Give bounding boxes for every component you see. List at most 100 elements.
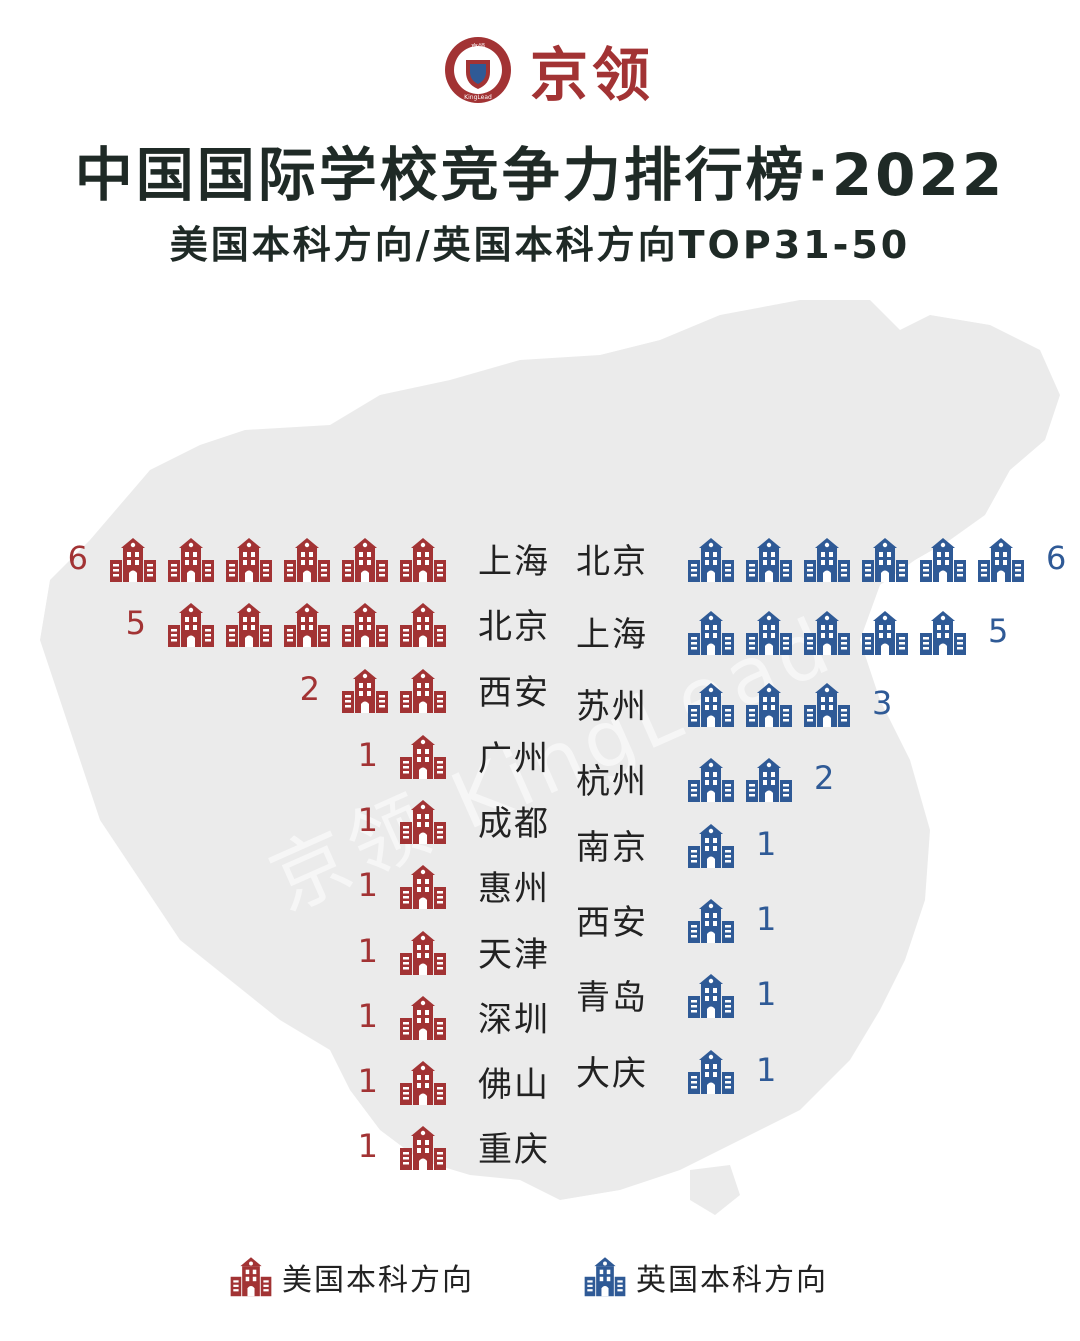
brand-logo: 京领 KingLead 京领 (444, 28, 654, 112)
emblem-bottom-text: KingLead (464, 94, 492, 101)
city-label: 深圳 (478, 999, 550, 1040)
icon-group (394, 859, 452, 911)
school-building-icon (920, 538, 966, 582)
city-label: 上海 (478, 541, 550, 582)
legend-item-us: 美国本科方向 (228, 1252, 474, 1302)
school-building-icon (400, 735, 446, 779)
school-building-icon (688, 899, 734, 943)
chart-row-uk: 南京 1 (576, 818, 776, 870)
icon-group (162, 597, 452, 649)
legend-school-icon-uk (582, 1252, 628, 1302)
icon-group (104, 532, 452, 584)
city-label: 南京 (576, 827, 648, 868)
chart-row-us: 6 上海 (68, 532, 560, 584)
school-building-icon (400, 996, 446, 1040)
school-building-icon (400, 1126, 446, 1170)
icon-group (682, 605, 972, 657)
school-building-icon (746, 538, 792, 582)
school-building-icon (688, 974, 734, 1018)
city-label: 青岛 (576, 977, 648, 1018)
school-building-icon (168, 603, 214, 647)
count-label: 1 (357, 801, 378, 839)
school-building-icon (688, 611, 734, 655)
icon-group (682, 818, 740, 870)
icon-group (394, 925, 452, 977)
count-label: 1 (756, 900, 777, 938)
chart-row-us: 1 佛山 (358, 1055, 560, 1107)
legend-label-us: 美国本科方向 (282, 1263, 474, 1298)
chart-row-us: 2 西安 (300, 663, 560, 715)
school-building-icon (226, 538, 272, 582)
chart-row-uk: 青岛 1 (576, 968, 776, 1020)
city-label: 广州 (478, 738, 550, 779)
school-building-icon (862, 538, 908, 582)
chart-row-us: 1 广州 (358, 729, 560, 781)
city-label: 西安 (478, 672, 550, 713)
city-label: 北京 (576, 541, 648, 582)
count-label: 1 (756, 825, 777, 863)
count-label: 1 (357, 1062, 378, 1100)
city-label: 天津 (478, 934, 550, 975)
school-building-icon (804, 611, 850, 655)
city-label: 重庆 (478, 1129, 550, 1170)
count-label: 3 (872, 684, 893, 722)
school-building-icon (230, 1257, 272, 1297)
school-building-icon (746, 683, 792, 727)
chart-row-uk: 大庆 1 (576, 1044, 776, 1096)
school-building-icon (400, 931, 446, 975)
city-label: 惠州 (478, 868, 550, 909)
school-building-icon (862, 611, 908, 655)
school-building-icon (920, 611, 966, 655)
school-building-icon (226, 603, 272, 647)
icon-group (682, 752, 798, 804)
legend-label-uk: 英国本科方向 (636, 1263, 828, 1298)
icon-group (682, 968, 740, 1020)
school-building-icon (284, 538, 330, 582)
count-label: 6 (67, 539, 88, 577)
school-building-icon (400, 865, 446, 909)
legend-item-uk: 英国本科方向 (582, 1252, 828, 1302)
count-label: 1 (357, 1127, 378, 1165)
icon-group (394, 794, 452, 846)
school-building-icon (688, 1050, 734, 1094)
chart-row-us: 1 重庆 (358, 1120, 560, 1172)
chart-subtitle: 美国本科方向/英国本科方向TOP31-50 (169, 223, 911, 267)
school-building-icon (400, 603, 446, 647)
city-label: 佛山 (478, 1064, 550, 1105)
school-building-icon (584, 1257, 626, 1297)
school-building-icon (400, 538, 446, 582)
count-label: 1 (357, 736, 378, 774)
count-label: 2 (299, 670, 320, 708)
chart-row-uk: 上海 5 (576, 605, 1008, 657)
count-label: 1 (756, 1051, 777, 1089)
school-building-icon (688, 758, 734, 802)
icon-group (394, 729, 452, 781)
school-building-icon (342, 669, 388, 713)
city-label: 北京 (478, 606, 550, 647)
chart-row-uk: 杭州 2 (576, 752, 834, 804)
school-building-icon (284, 603, 330, 647)
legend-school-icon-us (228, 1252, 274, 1302)
city-label: 上海 (576, 614, 648, 655)
icon-group (336, 663, 452, 715)
city-label: 苏州 (576, 686, 648, 727)
count-label: 5 (125, 604, 146, 642)
count-label: 6 (1046, 539, 1067, 577)
school-building-icon (688, 538, 734, 582)
school-building-icon (168, 538, 214, 582)
chart-row-us: 1 惠州 (358, 859, 560, 911)
count-label: 1 (357, 932, 378, 970)
chart-title: 中国国际学校竞争力排行榜·2022 (74, 141, 1006, 209)
chart-row-us: 1 天津 (358, 925, 560, 977)
chart-row-uk: 西安 1 (576, 893, 776, 945)
count-label: 1 (357, 866, 378, 904)
city-label: 杭州 (576, 761, 648, 802)
emblem-top-text: 京领 (471, 42, 485, 51)
chart-row-uk: 北京 6 (576, 532, 1066, 584)
kinglead-emblem-icon: 京领 KingLead (445, 37, 511, 103)
school-building-icon (688, 683, 734, 727)
school-building-icon (804, 538, 850, 582)
chart-row-us: 1 深圳 (358, 990, 560, 1042)
brand-name: 京领 (530, 41, 655, 109)
